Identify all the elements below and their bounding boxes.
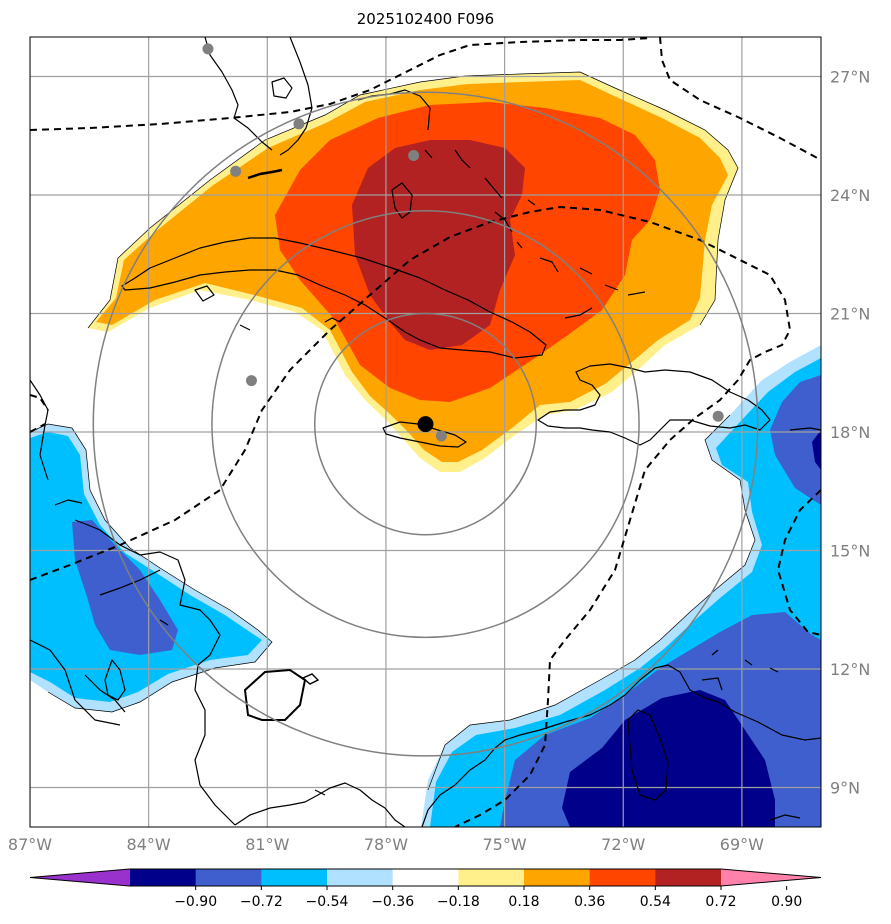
colorbar-tick-label: 0.18 <box>508 894 539 910</box>
colorbar-segment <box>130 869 197 886</box>
dashed-contour-north <box>30 37 651 131</box>
lon-tick-label: 72°W <box>601 835 645 854</box>
lon-tick-label: 87°W <box>8 835 52 854</box>
cuba-coast <box>121 237 547 359</box>
colorbar: −0.90 −0.72 −0.54 −0.36 −0.18 0.18 0.36 0.54 0.7… <box>29 868 822 910</box>
lat-tick-label: 21°N <box>830 305 870 324</box>
colorbar-segment <box>195 869 262 886</box>
contour-fill-royal-blue-east <box>770 375 821 505</box>
colorbar-tick-label: −0.18 <box>437 894 480 910</box>
colorbar-tick-label: −0.72 <box>240 894 283 910</box>
colorbar-tick-label: 0.72 <box>705 894 736 910</box>
colorbar-outline <box>29 868 822 887</box>
central-america-coast <box>30 379 236 826</box>
colombia-coast <box>421 664 821 827</box>
lat-tick-label: 27°N <box>830 68 870 87</box>
station-dot <box>293 118 305 130</box>
contour-fill-navy-east <box>812 430 821 470</box>
caribbean-islets <box>159 317 779 796</box>
puerto-rico-coast <box>789 427 821 431</box>
venezuela-lake <box>627 709 669 801</box>
colorbar-segment <box>458 869 525 886</box>
range-ring <box>211 210 640 639</box>
dashed-contour-east <box>776 489 821 636</box>
range-ring <box>92 91 759 757</box>
map-area <box>30 37 821 827</box>
lon-tick-label: 84°W <box>127 835 171 854</box>
bahamas-islands <box>357 89 646 319</box>
station-dot <box>712 410 724 422</box>
station-dot <box>245 375 257 387</box>
negative-anomaly-field-west <box>30 424 272 712</box>
colorbar-tick-label: 0.90 <box>771 894 802 910</box>
negative-anomaly-field-south <box>421 345 821 827</box>
lon-tick-label: 75°W <box>483 835 527 854</box>
colorbar-segment <box>327 869 394 886</box>
panama-coast <box>234 782 406 827</box>
lat-tick-label: 12°N <box>830 660 870 679</box>
dashed-contour-main <box>30 205 792 827</box>
lat-tick-label: 24°N <box>830 186 870 205</box>
florida-lake <box>271 77 293 99</box>
colorbar-tick-label: −0.54 <box>306 894 349 910</box>
nicaragua-lake <box>104 659 126 701</box>
lon-tick-label: 81°W <box>245 835 289 854</box>
range-rings <box>92 91 759 757</box>
colorbar-segment <box>261 869 328 886</box>
colorbar-tick-label: 0.54 <box>640 894 671 910</box>
dashed-contour-west <box>30 394 49 411</box>
contour-fill-navy-south <box>562 690 775 827</box>
coastlines <box>30 37 821 827</box>
isle-of-youth <box>194 285 215 302</box>
station-markers <box>202 43 724 442</box>
dashed-contour-west-inner <box>30 423 46 433</box>
station-dot <box>408 150 420 161</box>
colorbar-segment <box>655 869 722 886</box>
lon-tick-label: 69°W <box>720 835 764 854</box>
station-dot <box>202 43 214 55</box>
solid-contour-small <box>301 673 320 685</box>
colorbar-tick-label: 0.36 <box>574 894 605 910</box>
plot-title: 2025102400 F096 <box>356 10 495 28</box>
florida-keys <box>247 168 283 180</box>
dashed-contour-northeast <box>659 37 821 161</box>
colorbar-tick-label: −0.90 <box>174 894 217 910</box>
contour-fill-dark-red <box>352 140 525 350</box>
hispaniola-coast <box>537 363 771 446</box>
dashed-contours <box>30 37 821 827</box>
station-dot <box>230 165 242 177</box>
colorbar-tick-label: −0.36 <box>371 894 414 910</box>
latitude-tick-labels: 9°N 12°N 15°N 18°N 21°N 24°N 27°N <box>830 68 870 798</box>
longitude-tick-labels: 87°W 84°W 81°W 78°W 75°W 72°W 69°W <box>8 835 764 854</box>
colorbar-extend-low <box>30 869 130 886</box>
positive-anomaly-field <box>88 72 738 472</box>
storm-center-marker <box>417 416 434 433</box>
colorbar-extend-high <box>721 869 821 886</box>
lat-tick-label: 18°N <box>830 423 870 442</box>
range-ring <box>314 312 537 536</box>
colorbar-segment <box>589 869 656 886</box>
solid-contour-loop <box>243 668 307 721</box>
lon-tick-label: 78°W <box>364 835 408 854</box>
station-dot <box>435 430 447 442</box>
lat-tick-label: 15°N <box>830 542 870 561</box>
lat-tick-label: 9°N <box>830 779 860 798</box>
jamaica-coast <box>382 421 467 448</box>
colorbar-segment <box>392 869 459 886</box>
contour-fill-sky-blue-west <box>30 432 262 702</box>
map-frame <box>29 36 822 828</box>
lesser-antilles <box>769 814 801 821</box>
colorbar-segment <box>524 869 591 886</box>
